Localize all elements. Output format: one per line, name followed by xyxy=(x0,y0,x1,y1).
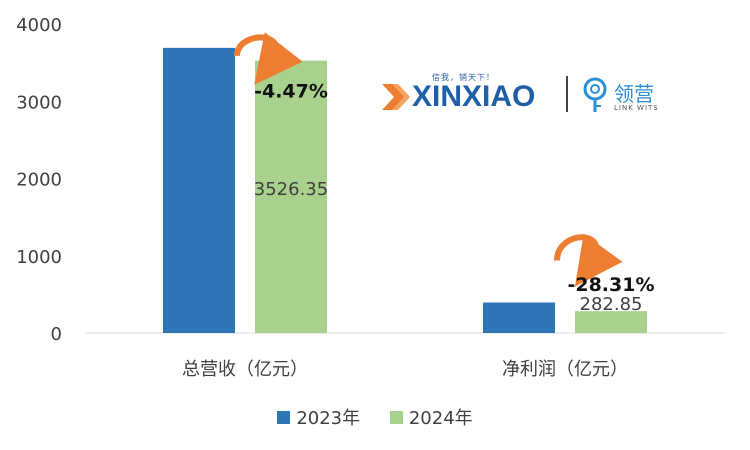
logo-divider xyxy=(566,76,568,112)
xinxiao-logo-icon xyxy=(382,84,410,110)
change-arrow xyxy=(234,32,303,85)
logo: 信我，销天下！ XINXIAO 领营 LINK WITS xyxy=(382,72,672,116)
logo-partner-cn: 领营 xyxy=(614,82,654,106)
category-label: 净利润（亿元） xyxy=(502,359,628,380)
legend-swatch-2023 xyxy=(277,410,291,424)
bar-2024 xyxy=(575,311,647,333)
logo-slogan: 信我，销天下！ xyxy=(432,73,495,82)
legend-swatch-2024 xyxy=(389,410,403,424)
legend-item-2024: 2024年 xyxy=(389,404,473,430)
bar-2023 xyxy=(483,302,555,333)
change-percent-label: -4.47% xyxy=(254,81,328,103)
y-tick-label: 2000 xyxy=(16,170,62,191)
logo-partner-en: LINK WITS xyxy=(614,104,659,112)
legend-item-2023: 2023年 xyxy=(277,404,360,430)
bar-2024 xyxy=(255,60,327,333)
linkwits-logo-icon xyxy=(583,77,607,112)
legend-label-2023: 2023年 xyxy=(296,408,361,429)
y-tick-label: 1000 xyxy=(16,247,62,268)
bar-2023 xyxy=(163,47,235,333)
data-label-2024: 282.85 xyxy=(580,294,643,315)
category-label: 总营收（亿元） xyxy=(182,359,308,380)
legend: 2023年 2024年 xyxy=(0,404,750,430)
legend-label-2024: 2024年 xyxy=(408,408,473,429)
change-percent-label: -28.31% xyxy=(567,274,654,296)
y-tick-label: 0 xyxy=(51,324,62,345)
bar-chart: 0 1000 2000 3000 4000 3526.35 -4.47% 282.85-28… xyxy=(16,15,725,380)
y-tick-label: 4000 xyxy=(16,15,62,36)
y-tick-label: 3000 xyxy=(16,92,62,113)
data-label-2024: 3526.35 xyxy=(254,179,328,200)
change-arrow xyxy=(554,233,623,287)
logo-brand: XINXIAO xyxy=(412,80,536,113)
